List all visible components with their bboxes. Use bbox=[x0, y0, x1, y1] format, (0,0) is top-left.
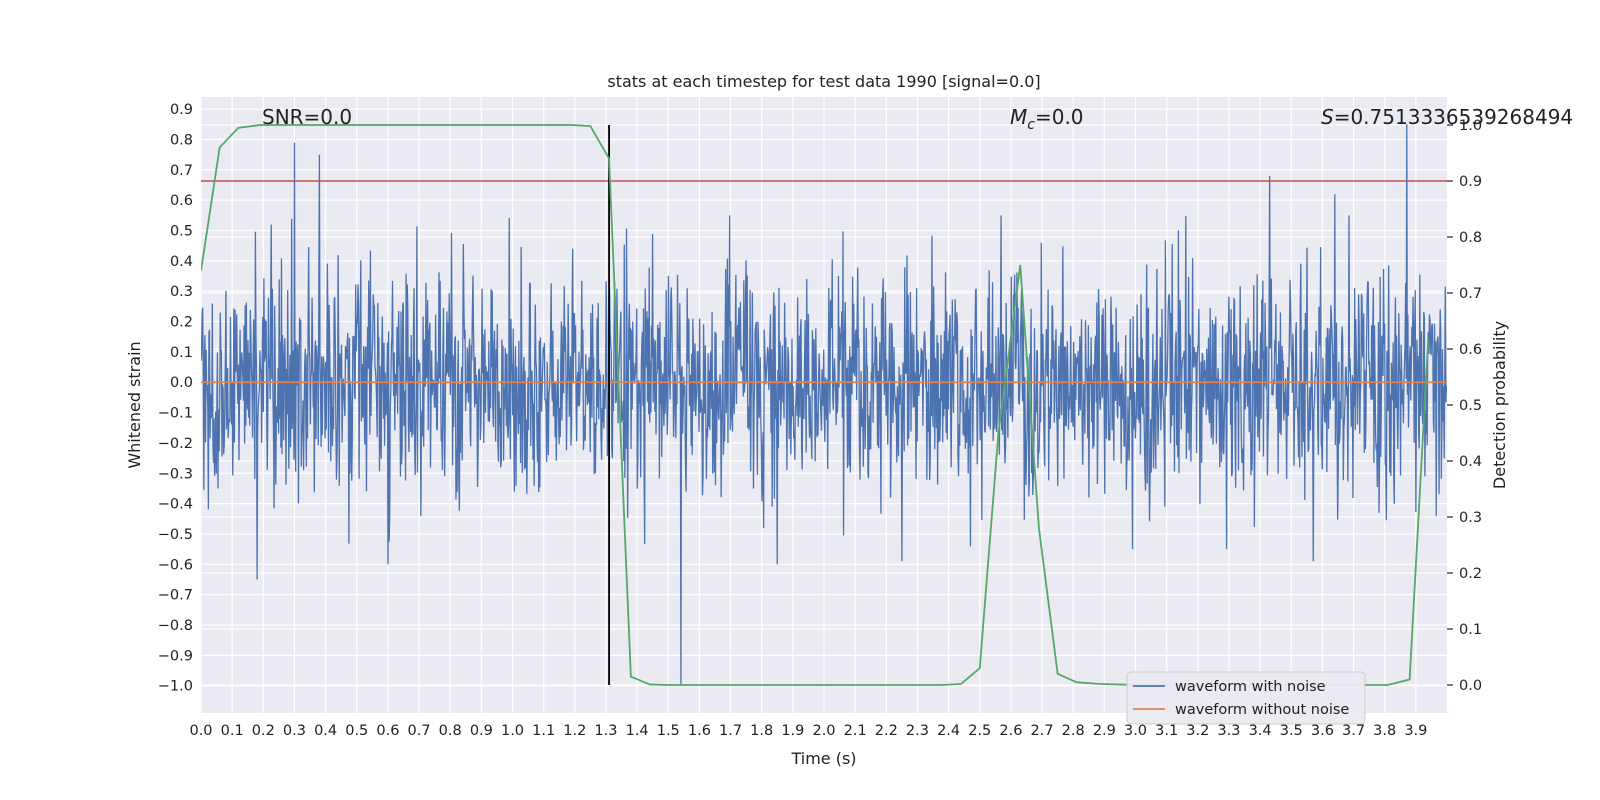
x-tick-label: 0.8 bbox=[439, 723, 462, 739]
y-tick-label: −0.4 bbox=[158, 497, 193, 513]
y-tick-label: 0.3 bbox=[170, 284, 193, 300]
y2-tick-label: 0.2 bbox=[1459, 566, 1482, 582]
x-tick-label: 0.1 bbox=[221, 723, 244, 739]
x-tick-label: 2.3 bbox=[906, 723, 929, 739]
y2-tick-label: 0.3 bbox=[1459, 510, 1482, 526]
y-tick-label: 0.5 bbox=[170, 224, 193, 240]
x-tick-label: 3.2 bbox=[1186, 723, 1209, 739]
y-tick-label: −0.3 bbox=[158, 466, 193, 482]
s-value: =0.7513336539268494 bbox=[1334, 105, 1573, 129]
y2-tick-label: 0.0 bbox=[1459, 678, 1482, 694]
snr-annotation: SNR=0.0 bbox=[262, 105, 352, 129]
x-tick-label: 3.3 bbox=[1217, 723, 1240, 739]
x-tick-label: 2.7 bbox=[1031, 723, 1054, 739]
y2-tick-label: 0.8 bbox=[1459, 230, 1482, 246]
y-axis-ticks: 0.9 0.8 0.7 0.6 0.5 0.4 0.3 0.2 0.1 0.0 −0.1 −0.2 −0… bbox=[158, 102, 193, 695]
s-annotation: S=0.7513336539268494 bbox=[1321, 105, 1573, 129]
y-tick-label: 0.9 bbox=[170, 102, 193, 118]
y-tick-label: −0.1 bbox=[158, 406, 193, 422]
mc-value: =0.0 bbox=[1035, 105, 1084, 129]
x-tick-label: 0.9 bbox=[470, 723, 493, 739]
x-tick-label: 0.3 bbox=[283, 723, 306, 739]
y2-tick-label: 0.7 bbox=[1459, 286, 1482, 302]
y2-tick-label: 0.1 bbox=[1459, 622, 1482, 638]
y-tick-label: −0.2 bbox=[158, 436, 193, 452]
y-tick-label: 0.8 bbox=[170, 132, 193, 148]
x-tick-label: 3.9 bbox=[1404, 723, 1427, 739]
y-tick-label: −0.9 bbox=[158, 648, 193, 664]
x-tick-label: 2.6 bbox=[999, 723, 1022, 739]
x-tick-label: 1.4 bbox=[626, 723, 649, 739]
x-tick-label: 3.5 bbox=[1280, 723, 1303, 739]
y2-tick-label: 1.0 bbox=[1459, 118, 1482, 134]
x-tick-label: 1.1 bbox=[532, 723, 555, 739]
x-tick-label: 3.6 bbox=[1311, 723, 1334, 739]
x-tick-label: 0.5 bbox=[345, 723, 368, 739]
x-tick-label: 3.7 bbox=[1342, 723, 1365, 739]
x-tick-label: 0.2 bbox=[252, 723, 275, 739]
y-tick-label: 0.6 bbox=[170, 193, 193, 209]
x-tick-label: 2.5 bbox=[968, 723, 991, 739]
y-tick-label: −0.5 bbox=[158, 527, 193, 543]
x-tick-label: 2.0 bbox=[812, 723, 835, 739]
y2-axis-label: Detection probability bbox=[1490, 321, 1509, 489]
x-tick-label: 0.7 bbox=[408, 723, 431, 739]
x-tick-label: 3.0 bbox=[1124, 723, 1147, 739]
y2-tick-label: 0.9 bbox=[1459, 174, 1482, 190]
legend-box bbox=[1126, 671, 1366, 725]
y-tick-label: −0.6 bbox=[158, 557, 193, 573]
y2-tick-label: 0.4 bbox=[1459, 454, 1482, 470]
y2-axis-ticks: 0.0 0.1 0.2 0.3 0.4 0.5 0.6 0.7 0.8 0.9 1.0 bbox=[1447, 118, 1482, 694]
y-tick-label: 0.2 bbox=[170, 315, 193, 331]
x-tick-label: 1.6 bbox=[688, 723, 711, 739]
y-tick-label: −0.8 bbox=[158, 618, 193, 634]
x-tick-label: 2.8 bbox=[1062, 723, 1085, 739]
x-tick-label: 1.5 bbox=[657, 723, 680, 739]
mc-annotation: Mc=0.0 bbox=[1010, 105, 1084, 133]
y-tick-label: 0.1 bbox=[170, 345, 193, 361]
x-tick-label: 0.0 bbox=[189, 723, 212, 739]
mc-symbol: M bbox=[1010, 105, 1027, 129]
legend-label-clean: waveform without noise bbox=[1175, 702, 1349, 718]
y2-tick-label: 0.6 bbox=[1459, 342, 1482, 358]
x-tick-label: 1.0 bbox=[501, 723, 524, 739]
x-tick-label: 3.4 bbox=[1249, 723, 1272, 739]
s-symbol: S bbox=[1321, 105, 1334, 129]
x-tick-label: 3.1 bbox=[1155, 723, 1178, 739]
y-tick-label: −0.7 bbox=[158, 588, 193, 604]
y-tick-label: 0.7 bbox=[170, 163, 193, 179]
x-tick-label: 1.9 bbox=[781, 723, 804, 739]
x-axis-ticks: 0.0 0.1 0.2 0.3 0.4 0.5 0.6 0.7 0.8 0.9 1.0 1.1 1.2 1… bbox=[189, 723, 1427, 739]
x-tick-label: 1.2 bbox=[563, 723, 586, 739]
y2-tick-label: 0.5 bbox=[1459, 398, 1482, 414]
x-tick-label: 2.4 bbox=[937, 723, 960, 739]
legend-label-noise: waveform with noise bbox=[1175, 679, 1326, 695]
x-tick-label: 0.4 bbox=[314, 723, 337, 739]
mc-subscript: c bbox=[1027, 117, 1035, 133]
x-tick-label: 1.7 bbox=[719, 723, 742, 739]
x-tick-label: 1.3 bbox=[594, 723, 617, 739]
x-tick-label: 2.1 bbox=[844, 723, 867, 739]
x-tick-label: 2.9 bbox=[1093, 723, 1116, 739]
x-tick-label: 2.2 bbox=[875, 723, 898, 739]
x-tick-label: 3.8 bbox=[1373, 723, 1396, 739]
chart-title: stats at each timestep for test data 199… bbox=[607, 72, 1040, 91]
y-tick-label: −1.0 bbox=[158, 679, 193, 695]
x-axis-label: Time (s) bbox=[790, 749, 856, 768]
x-tick-label: 0.6 bbox=[376, 723, 399, 739]
series-waveform-with-noise bbox=[201, 124, 1447, 686]
legend: waveform with noise waveform without noi… bbox=[1126, 671, 1366, 725]
y-axis-label: Whitened strain bbox=[125, 341, 144, 468]
y-tick-label: 0.0 bbox=[170, 375, 193, 391]
y-tick-label: 0.4 bbox=[170, 254, 193, 270]
x-tick-label: 1.8 bbox=[750, 723, 773, 739]
